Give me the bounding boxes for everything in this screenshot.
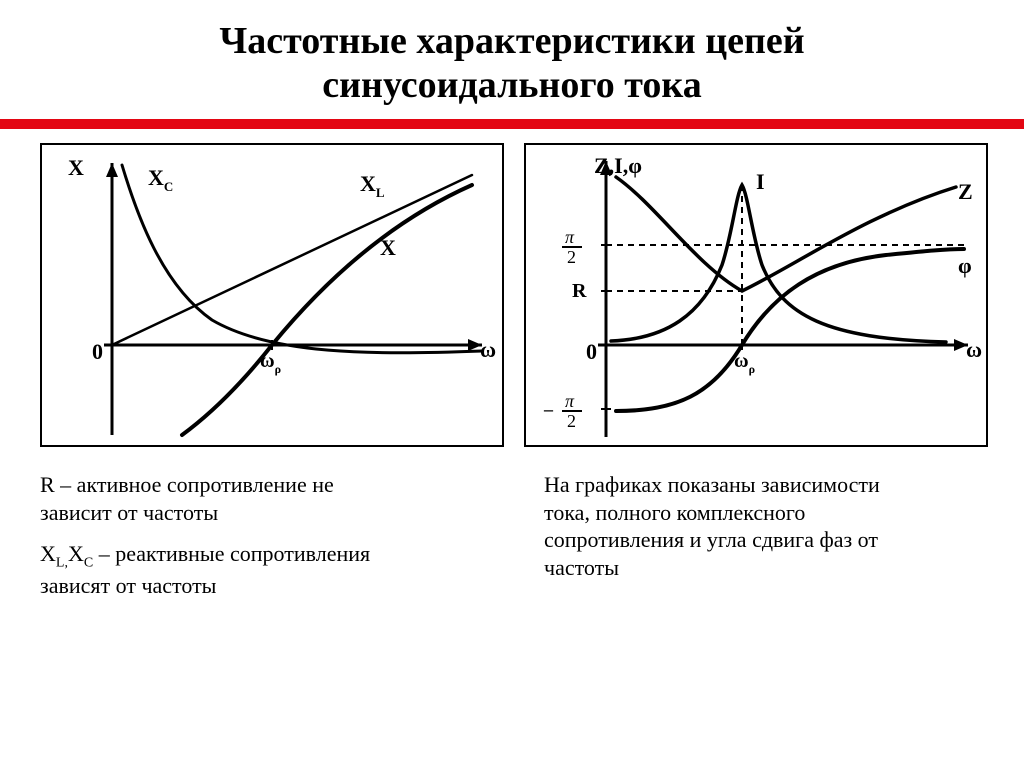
svg-text:π: π xyxy=(565,391,575,411)
svg-text:π: π xyxy=(565,227,575,247)
svg-text:Z: Z xyxy=(958,179,973,204)
caption-text: частоты xyxy=(544,555,619,580)
svg-text:X: X xyxy=(380,235,396,260)
svg-text:ωρ: ωρ xyxy=(734,350,755,376)
title-line: синусоидального тока xyxy=(322,64,701,106)
svg-text:0: 0 xyxy=(586,339,597,364)
subscript: L, xyxy=(56,556,68,571)
svg-text:I: I xyxy=(756,169,765,194)
caption-left: R – активное сопротивление не зависит от… xyxy=(40,471,480,613)
svg-text:–: – xyxy=(543,399,554,419)
reactance-chart: XC XL X Xω 0 ωρ xyxy=(40,143,504,447)
page-title: Частотные характеристики цепейсинусоидал… xyxy=(30,20,994,107)
svg-text:R: R xyxy=(572,280,587,302)
caption-text: – реактивные сопротивления xyxy=(93,541,370,566)
caption-text: X xyxy=(40,541,56,566)
svg-text:X: X xyxy=(68,155,84,180)
subscript: C xyxy=(84,556,93,571)
chart-panels: XCXLXXω0ωρ IZφZ,I,φω0ωρπ2R–π2 xyxy=(0,129,1024,447)
svg-text:0: 0 xyxy=(92,339,103,364)
svg-text:XL: XL xyxy=(360,171,385,200)
caption-text: R – активное сопротивление не xyxy=(40,472,334,497)
caption-text: X xyxy=(68,541,84,566)
accent-bar xyxy=(0,119,1024,129)
caption-text: сопротивления и угла сдвига фаз от xyxy=(544,527,878,552)
svg-text:ωρ: ωρ xyxy=(260,350,281,376)
impedance-current-phase-chart: IZφZ,I,φω0ωρπ2R–π2 xyxy=(524,143,988,447)
svg-text:ω: ω xyxy=(966,337,982,362)
right-panel: IZφZ,I,φω0ωρπ2R–π2 xyxy=(524,143,984,447)
caption-text: зависят от частоты xyxy=(40,573,216,598)
svg-text:φ: φ xyxy=(958,253,972,278)
svg-text:Z,I,φ: Z,I,φ xyxy=(594,153,642,178)
caption-text: тока, полного комплексного xyxy=(544,500,805,525)
svg-text:2: 2 xyxy=(567,411,576,431)
left-panel: XC XL X Xω 0 ωρ xyxy=(40,143,500,447)
captions: R – активное сопротивление не зависит от… xyxy=(0,447,1024,613)
caption-text: зависит от частоты xyxy=(40,500,218,525)
caption-right: На графиках показаны зависимости тока, п… xyxy=(544,471,984,613)
svg-text:XC: XC xyxy=(148,165,173,194)
svg-text:2: 2 xyxy=(567,247,576,267)
slide: Частотные характеристики цепейсинусоидал… xyxy=(0,0,1024,768)
title-line: Частотные характеристики цепей xyxy=(219,20,804,62)
svg-text:ω: ω xyxy=(480,337,496,362)
caption-text: На графиках показаны зависимости xyxy=(544,472,880,497)
